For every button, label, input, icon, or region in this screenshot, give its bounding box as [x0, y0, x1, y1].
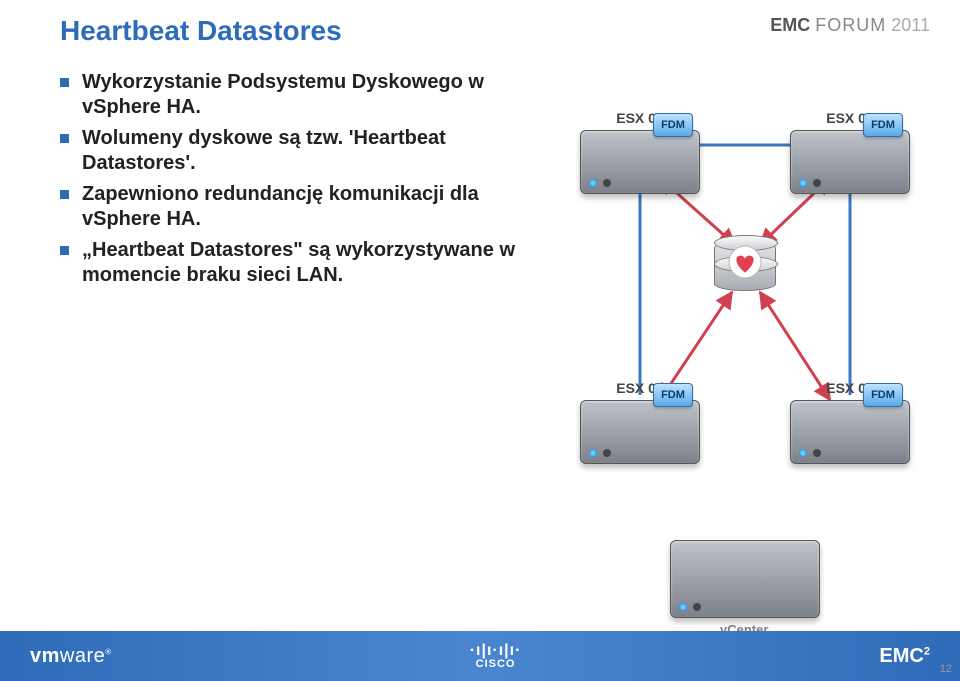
- bullet-item: Wykorzystanie Podsystemu Dyskowego w vSp…: [60, 70, 520, 120]
- bullet-item: Zapewniono redundancję komunikacji dla v…: [60, 182, 520, 232]
- brand-forum: FORUM: [815, 15, 886, 35]
- node-esx03: ESX 03 FDM: [790, 110, 910, 194]
- server-icon: [670, 540, 820, 618]
- server-icon: FDM: [790, 130, 910, 194]
- node-vcenter: [670, 540, 820, 618]
- footer-bar: vmware® ·ı|ı·ı|ı· CISCO EMC2: [0, 631, 960, 681]
- fdm-badge: FDM: [863, 383, 903, 407]
- server-icon: FDM: [790, 400, 910, 464]
- fdm-badge: FDM: [653, 383, 693, 407]
- brand-emc: EMC: [770, 15, 810, 35]
- logo-vmware: vmware®: [30, 645, 112, 668]
- logo-cisco: ·ı|ı·ı|ı· CISCO: [470, 643, 522, 670]
- event-branding: EMC FORUM 2011: [770, 15, 930, 36]
- server-icon: FDM: [580, 400, 700, 464]
- brand-year: 2011: [891, 15, 930, 35]
- server-icon: FDM: [580, 130, 700, 194]
- bullet-list: Wykorzystanie Podsystemu Dyskowego w vSp…: [60, 70, 520, 294]
- node-esx04: ESX 04 FDM: [790, 380, 910, 464]
- bullet-item: „Heartbeat Datastores" są wykorzystywane…: [60, 238, 520, 288]
- page-title: Heartbeat Datastores: [60, 15, 342, 47]
- topology-diagram: ESX 01 FDM ESX 03 FDM ESX 02 FDM ESX 04 …: [560, 60, 930, 620]
- bullet-item: Wolumeny dyskowe są tzw. 'Heartbeat Data…: [60, 126, 520, 176]
- fdm-badge: FDM: [653, 113, 693, 137]
- node-esx02: ESX 02 FDM: [580, 380, 700, 464]
- fdm-badge: FDM: [863, 113, 903, 137]
- cisco-bars-icon: ·ı|ı·ı|ı·: [470, 643, 522, 659]
- heartbeat-datastore: [714, 235, 776, 297]
- page-number: 12: [940, 663, 952, 675]
- logo-emc: EMC2: [879, 645, 930, 668]
- heart-icon: [728, 245, 762, 279]
- node-esx01: ESX 01 FDM: [580, 110, 700, 194]
